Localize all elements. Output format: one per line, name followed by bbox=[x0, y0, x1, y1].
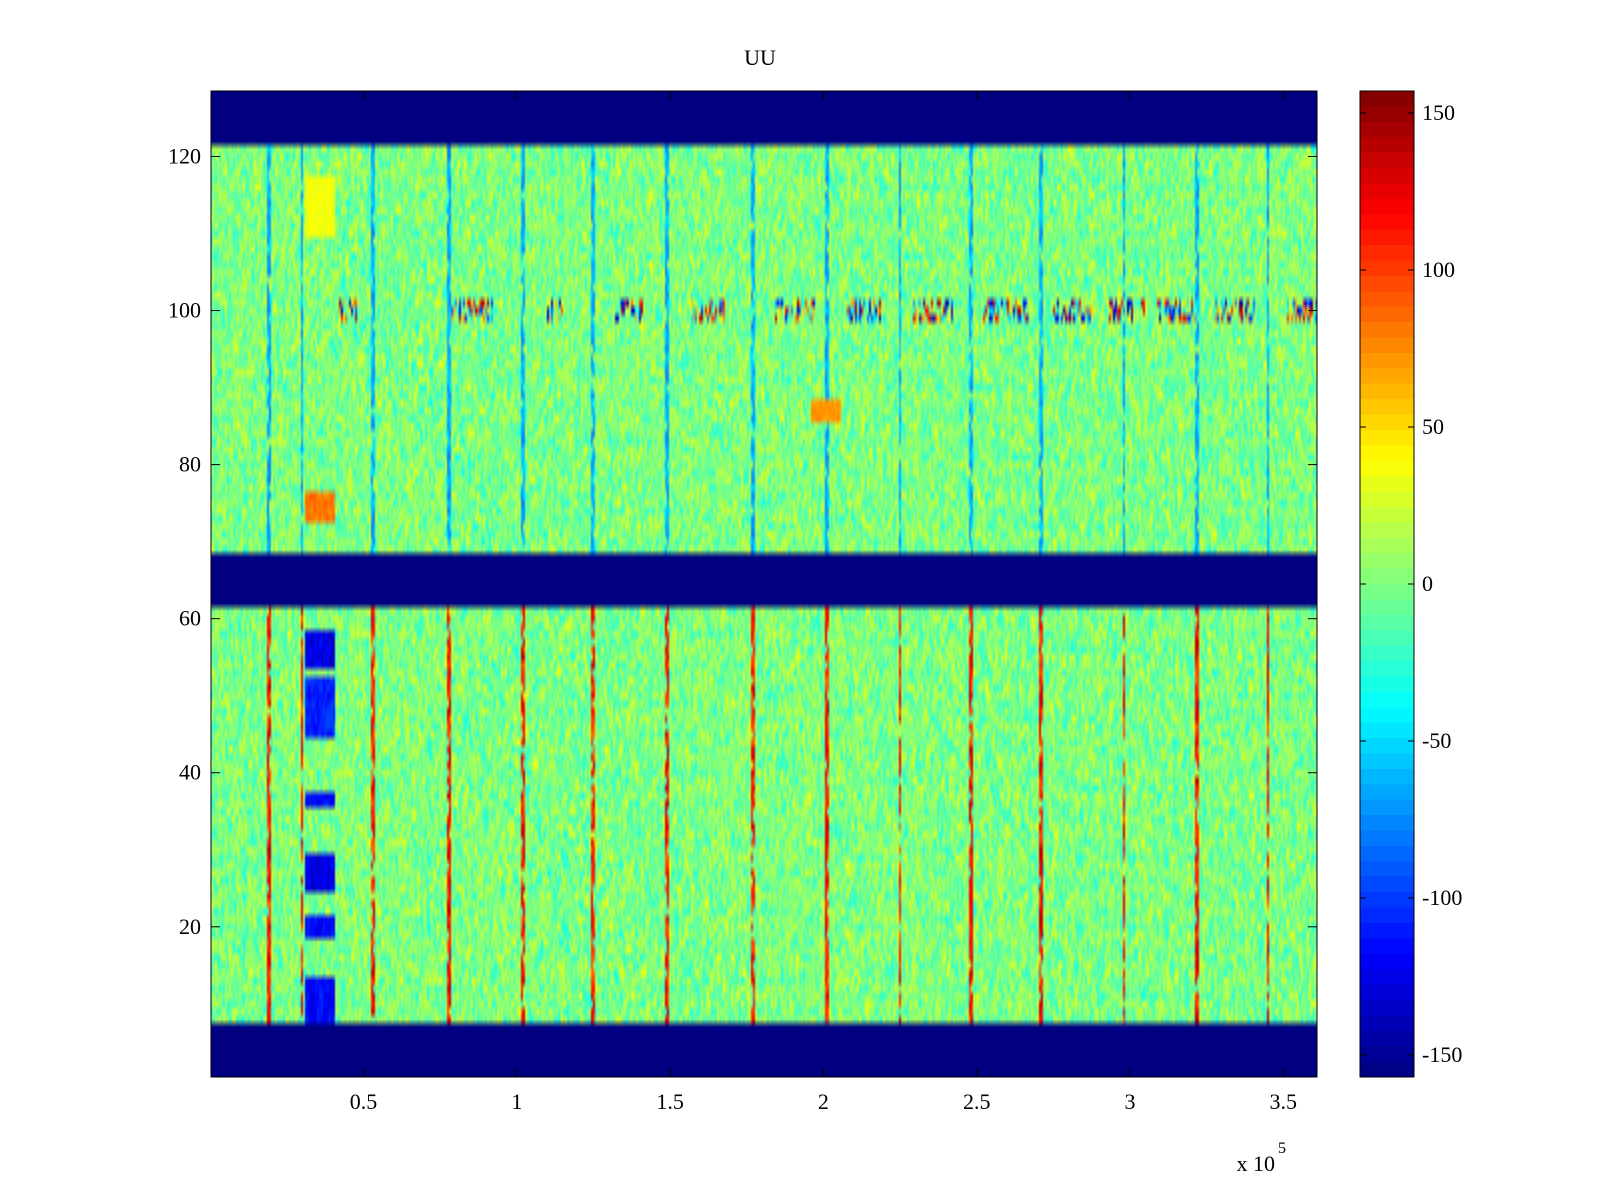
plot-area bbox=[210, 90, 1318, 1078]
colorbar-tick-label: -100 bbox=[1422, 885, 1462, 910]
x-tick-label: 0.5 bbox=[350, 1089, 378, 1114]
colorbar-gradient bbox=[1360, 91, 1414, 1077]
heatmap-image bbox=[211, 91, 1317, 1077]
colorbar-ticks: 150 100 50 0 -50 -100 -150 bbox=[1360, 100, 1462, 1067]
x-axis-ticks: 0.5 1 1.5 2 2.5 3 3.5 bbox=[350, 91, 1297, 1114]
x-axis-multiplier-base: x 10 bbox=[1237, 1151, 1276, 1176]
x-tick-label: 3.5 bbox=[1270, 1089, 1298, 1114]
colorbar-tick-label: 0 bbox=[1422, 571, 1433, 596]
y-tick-label: 20 bbox=[179, 914, 201, 939]
x-tick-label: 2 bbox=[818, 1089, 829, 1114]
colorbar-tick-label: 150 bbox=[1422, 100, 1455, 125]
colorbar-tick-label: -50 bbox=[1422, 728, 1451, 753]
colorbar: 150 100 50 0 -50 -100 -150 bbox=[1359, 90, 1462, 1078]
x-axis-multiplier: x 10 bbox=[1237, 1151, 1276, 1176]
y-tick-label: 40 bbox=[179, 760, 201, 785]
plot-frame bbox=[210, 90, 1318, 1078]
colorbar-tick-label: 100 bbox=[1422, 257, 1455, 282]
x-tick-label: 1.5 bbox=[656, 1089, 684, 1114]
y-tick-label: 120 bbox=[168, 143, 201, 168]
colorbar-tick-label: 50 bbox=[1422, 414, 1444, 439]
x-axis-multiplier-exponent: 5 bbox=[1278, 1140, 1286, 1157]
y-axis-ticks: 20 40 60 80 100 120 bbox=[168, 143, 1317, 939]
x-tick-label: 3 bbox=[1124, 1089, 1135, 1114]
colorbar-tick-label: -150 bbox=[1422, 1042, 1462, 1067]
y-tick-label: 100 bbox=[168, 298, 201, 323]
x-tick-label: 2.5 bbox=[963, 1089, 991, 1114]
x-tick-label: 1 bbox=[511, 1089, 522, 1114]
y-tick-label: 60 bbox=[179, 606, 201, 631]
chart-title: UU bbox=[744, 45, 776, 70]
y-tick-label: 80 bbox=[179, 452, 201, 477]
